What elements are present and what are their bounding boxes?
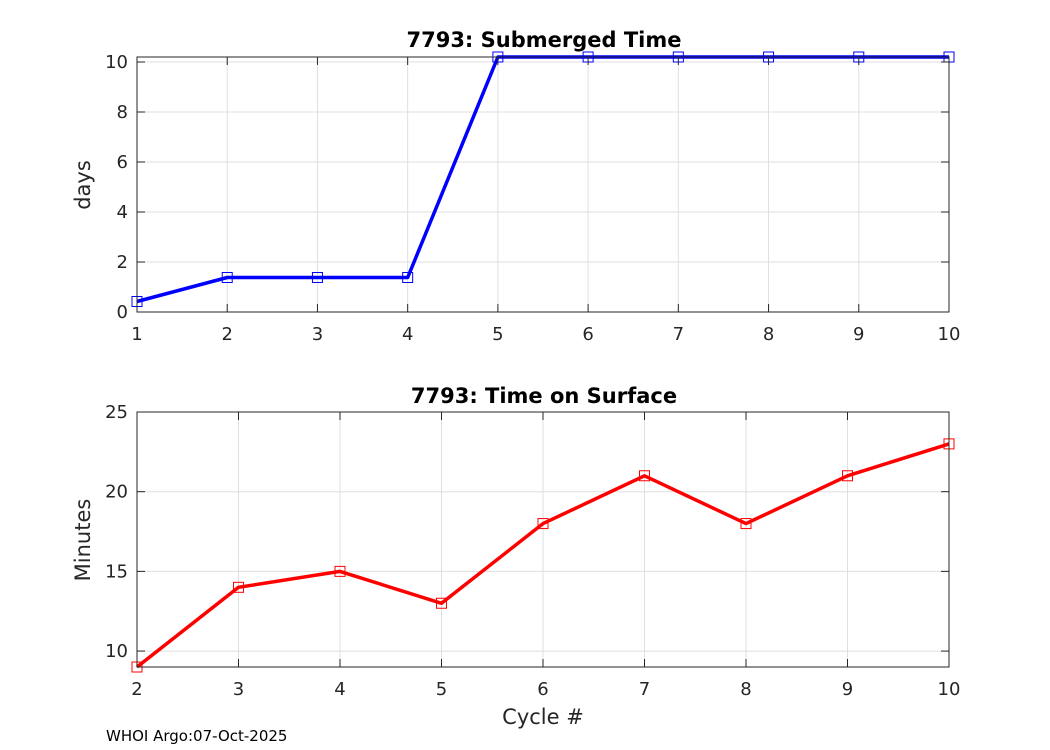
y-axis-label: days [71,160,95,210]
y-tick-label: 20 [105,482,128,503]
y-tick-label: 4 [117,202,128,223]
y-axis-label: Minutes [71,499,95,582]
y-tick-label: 25 [105,402,128,423]
chart-title: 7793: Submerged Time [406,28,681,52]
y-tick-label: 10 [105,52,128,73]
y-tick-label: 6 [117,152,128,173]
data-point [639,470,650,482]
x-tick-label: 4 [402,324,413,345]
data-point [537,518,549,530]
x-tick-label: 7 [639,679,650,700]
x-tick-label: 8 [740,679,751,700]
x-tick-label: 10 [938,324,961,345]
x-tick-label: 1 [131,324,142,345]
plot-area: 2 3 4 5 6 7 8 9 10 10 15 20 25 [105,402,960,700]
x-tick-label: 4 [334,679,345,700]
axes-box [136,56,950,313]
x-tick-label: 6 [537,679,548,700]
data-point [842,470,853,482]
x-tick-label: 3 [312,324,323,345]
data-point [221,272,233,283]
data-point [740,518,752,530]
data-point [311,272,323,283]
y-tick-label: 10 [105,641,128,662]
x-tick-label: 6 [582,324,593,345]
data-point [402,272,414,283]
y-tick-label: 15 [105,561,128,582]
x-tick-label: 8 [763,324,774,345]
x-tick-label: 9 [853,324,864,345]
x-tick-label: 2 [131,679,142,700]
data-point [233,581,244,593]
x-tick-label: 3 [233,679,244,700]
series-line [135,442,950,669]
x-tick-label: 10 [938,679,961,700]
x-tick-label: 2 [221,324,232,345]
footer-label: WHOI Argo:07-Oct-2025 [106,727,287,745]
chart-title: 7793: Time on Surface [411,384,677,408]
plot-background [137,57,949,312]
y-tick-label: 2 [117,252,128,273]
chart-submerged-time: 1 2 3 4 5 6 7 8 9 10 0 2 4 6 8 10 7793: Submerged Time d… [71,28,960,345]
x-tick-label: 5 [436,679,447,700]
x-axis-label: Cycle # [502,705,584,729]
y-tick-label: 0 [117,302,128,323]
x-tick-label: 7 [673,324,684,345]
data-point [436,597,447,609]
y-tick-label: 8 [117,102,128,123]
x-tick-label: 9 [842,679,853,700]
x-tick-label: 5 [492,324,503,345]
plot-area: 1 2 3 4 5 6 7 8 9 10 0 2 4 6 8 10 [105,51,961,345]
data-point [334,565,346,577]
